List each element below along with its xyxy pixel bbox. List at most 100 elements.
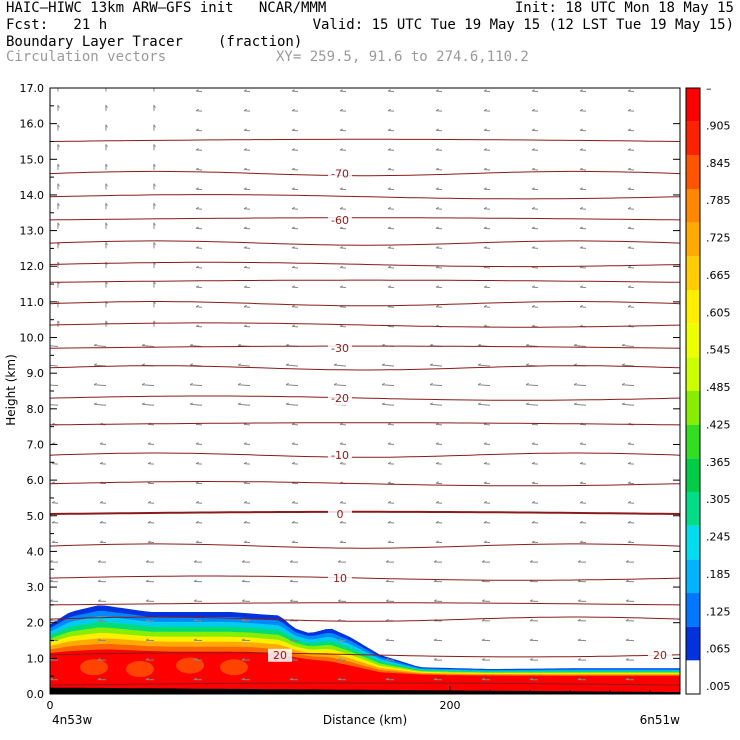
colorbar-swatch: [686, 559, 700, 593]
vector-head: [531, 481, 535, 484]
vector-head: [387, 148, 391, 151]
vector-head: [429, 363, 433, 366]
vector-head: [145, 677, 149, 681]
vector-head: [621, 343, 625, 346]
vector-head: [337, 599, 341, 602]
vector-head: [291, 540, 295, 543]
vector-head: [579, 206, 583, 210]
vector-head: [189, 363, 193, 366]
vector-arrow: [621, 364, 635, 367]
vector-head: [105, 242, 108, 246]
vector-head: [147, 442, 151, 445]
vector-head: [481, 658, 485, 661]
vector-head: [387, 442, 391, 445]
vector-head: [285, 343, 289, 346]
vector-arrow: [573, 344, 587, 347]
vector-head: [97, 560, 101, 563]
vector-head: [531, 461, 535, 465]
colorbar-swatch: [686, 424, 700, 459]
vector-head: [291, 501, 295, 504]
vector-head: [621, 382, 625, 386]
vector-head: [243, 108, 247, 112]
vector-head: [195, 128, 199, 131]
vector-head: [429, 382, 433, 386]
vector-head: [339, 108, 343, 112]
vector-head: [525, 363, 529, 366]
vector-head: [579, 187, 583, 190]
vector-head: [57, 144, 60, 148]
vector-head: [627, 265, 631, 268]
vector-head: [625, 658, 629, 661]
vector-head: [243, 324, 247, 327]
contour-label-bg: [328, 572, 352, 586]
vector-head: [627, 226, 631, 229]
vector-head: [153, 124, 156, 128]
vector-head: [573, 343, 577, 346]
vector-head: [145, 560, 149, 563]
y-tick-label: 9.0: [27, 367, 45, 380]
vector-head: [381, 343, 385, 346]
vector-head: [387, 422, 391, 425]
vector-arrow: [50, 364, 59, 367]
vector-head: [99, 442, 103, 445]
vector-head: [195, 148, 199, 151]
vector-head: [531, 304, 535, 308]
vector-head: [435, 148, 439, 151]
init-time: Init: 18 UTC Mon 18 May 15: [514, 0, 734, 16]
y-tick-label: 14.0: [20, 189, 45, 202]
vector-head: [57, 183, 60, 187]
y-tick-label: 10.0: [20, 332, 45, 345]
colorbar-frame: [685, 87, 701, 695]
terrain: [50, 687, 680, 694]
x-right-label: 6n51w: [640, 713, 681, 727]
vector-arrow: [525, 403, 539, 406]
vector-head: [51, 461, 55, 465]
contour-line: [50, 365, 680, 371]
contour-line: [50, 652, 680, 658]
vector-head: [193, 618, 197, 622]
vector-head: [433, 638, 437, 641]
vector-head: [435, 265, 439, 268]
colorbar-label: .185: [706, 568, 731, 581]
vector-head: [46, 403, 49, 404]
vector-head: [241, 579, 245, 582]
vector-head: [435, 226, 439, 229]
vector-head: [433, 560, 437, 563]
vector-head: [577, 618, 581, 622]
vector-head: [145, 658, 149, 661]
vector-head: [243, 226, 247, 229]
contour-line: [50, 279, 680, 283]
vector-head: [477, 363, 481, 366]
vector-arrow: [50, 345, 59, 347]
model-title: HAIC–HIWC 13km ARW–GFS init NCAR/MMM: [6, 0, 327, 16]
vector-head: [97, 579, 101, 582]
vector-head: [195, 285, 199, 288]
vector-head: [529, 677, 533, 681]
vector-head: [99, 501, 103, 504]
vector-head: [579, 461, 583, 465]
vector-arrow: [525, 344, 539, 347]
vector-arrow: [477, 384, 491, 387]
colorbar-swatch: [686, 593, 700, 627]
vector-head: [339, 442, 343, 445]
vector-head: [579, 540, 583, 543]
vector-head: [291, 285, 295, 288]
vector-head: [577, 658, 581, 661]
vector-head: [483, 442, 487, 445]
contour-line: [50, 322, 680, 328]
contour-label-bg: [268, 648, 292, 662]
vector-head: [529, 599, 533, 602]
vector-head: [189, 402, 193, 405]
vector-head: [429, 343, 433, 346]
vector-head: [291, 324, 295, 327]
vector-head: [337, 638, 341, 641]
contour-line: [50, 194, 680, 200]
vector-head: [435, 304, 439, 308]
vector-head: [433, 677, 437, 681]
contour-line: [50, 345, 680, 349]
vector-head: [93, 402, 97, 405]
vector-head: [237, 343, 241, 346]
vector-head: [57, 222, 60, 226]
vector-arrow: [50, 404, 59, 406]
